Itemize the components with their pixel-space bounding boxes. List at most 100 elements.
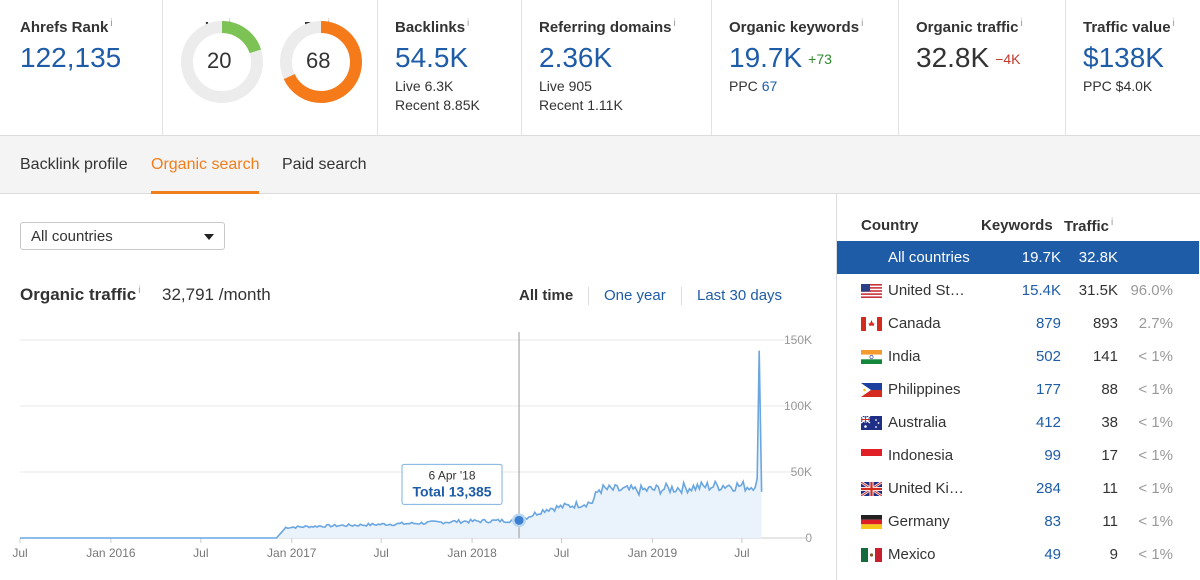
organic-traffic-title: Organic traffic (20, 285, 137, 304)
country-name: Canada (888, 315, 941, 332)
organic-keywords-delta: +73 (808, 51, 832, 67)
traffic-share: < 1% (1138, 447, 1173, 464)
keywords-count[interactable]: 879 (1035, 315, 1061, 332)
country-name: Indonesia (888, 447, 954, 464)
traffic-value-value[interactable]: $138K (1083, 42, 1164, 73)
x-tick-label: Jul (374, 546, 389, 560)
header-keywords[interactable]: Keywords (981, 217, 1053, 234)
dr-value[interactable]: 68 (306, 48, 331, 73)
ahrefs-rank-value[interactable]: 122,135 (20, 42, 122, 73)
organic-traffic-metric: Organic traffic i 32.8K −4K (899, 0, 1066, 135)
table-row[interactable]: All countries 19.7K 32.8K (837, 241, 1199, 274)
info-icon[interactable]: i (1172, 18, 1175, 29)
organic-keywords-value[interactable]: 19.7K (729, 42, 803, 73)
traffic-count: 31.5K (1078, 282, 1118, 299)
flag-australia-icon (860, 415, 882, 430)
ur-value[interactable]: 20 (207, 48, 232, 73)
info-icon[interactable]: i (1111, 217, 1114, 228)
x-tick-label: Jul (554, 546, 569, 560)
keywords-count[interactable]: 49 (1044, 546, 1061, 563)
traffic-share: < 1% (1138, 414, 1173, 431)
country-table: Country Keywords Traffic i All countries 1… (836, 194, 1200, 580)
traffic-count: 141 (1092, 348, 1118, 365)
info-icon[interactable]: i (110, 18, 113, 29)
country-select[interactable]: All countries (20, 222, 225, 250)
traffic-line (20, 350, 763, 539)
info-icon[interactable]: i (467, 18, 470, 29)
y-tick-label: 100K (784, 399, 812, 413)
country-name: United States (888, 282, 970, 299)
traffic-share: < 1% (1138, 480, 1173, 497)
keywords-count[interactable]: 502 (1035, 348, 1061, 365)
tab-paid-search[interactable]: Paid search (282, 156, 367, 173)
traffic-share: < 1% (1138, 381, 1173, 398)
referring-domains-metric: Referring domains i 2.36K Live 905 Recent… (522, 0, 712, 135)
flag-us-icon (861, 284, 882, 298)
table-row[interactable]: United Kingdom 284 11 < 1% (837, 472, 1199, 505)
table-row[interactable]: India 502 141 < 1% (837, 340, 1199, 373)
header-country[interactable]: Country (861, 217, 919, 234)
flag-mexico-icon (861, 548, 882, 562)
tab-organic-search[interactable]: Organic search (151, 156, 260, 173)
table-row[interactable]: Indonesia 99 17 < 1% (837, 439, 1199, 472)
traffic-share: < 1% (1138, 348, 1173, 365)
table-row[interactable]: Mexico 49 9 < 1% (837, 538, 1199, 571)
range-all-time[interactable]: All time (519, 287, 574, 304)
country-name: Germany (888, 513, 950, 530)
traffic-value-ppc: PPC $4.0K (1083, 78, 1153, 94)
x-tick-label: Jan 2018 (447, 546, 497, 560)
traffic-area (20, 350, 762, 538)
tab-backlink-profile[interactable]: Backlink profile (20, 156, 128, 173)
info-icon[interactable]: i (138, 285, 141, 296)
ppc-label: PPC (729, 78, 758, 94)
info-icon[interactable]: i (673, 18, 676, 29)
info-icon[interactable]: i (1020, 18, 1023, 29)
traffic-count: 17 (1101, 447, 1118, 464)
backlinks-value[interactable]: 54.5K (395, 42, 469, 73)
x-tick-label: Jul (193, 546, 208, 560)
header-traffic[interactable]: Traffic (1064, 218, 1110, 235)
info-icon[interactable]: i (861, 18, 864, 29)
keywords-count[interactable]: 19.7K (1021, 249, 1061, 266)
referring-domains-label: Referring domains (539, 19, 672, 36)
ur-gauge: UR i 20 (179, 18, 269, 108)
keywords-count[interactable]: 15.4K (1021, 282, 1061, 299)
keywords-count[interactable]: 177 (1035, 381, 1061, 398)
ahrefs-rank-metric: Ahrefs Rank i 122,135 (0, 0, 163, 135)
table-row[interactable]: Australia 412 38 < 1% (837, 406, 1199, 439)
country-name: Mexico (888, 546, 936, 563)
traffic-count: 11 (1102, 480, 1118, 497)
traffic-count: 32.8K (1078, 249, 1118, 266)
keywords-count[interactable]: 284 (1035, 480, 1061, 497)
ur-dr-metric: UR i 20 DR i 68 (163, 0, 378, 135)
keywords-count[interactable]: 99 (1044, 447, 1061, 464)
flag-germany-icon (861, 515, 882, 529)
keywords-count[interactable]: 412 (1035, 414, 1061, 431)
traffic-share: < 1% (1138, 513, 1173, 530)
ahrefs-rank-label: Ahrefs Rank (20, 19, 109, 36)
flag-uk-icon (860, 480, 883, 498)
flag-india-icon (861, 350, 882, 364)
organic-traffic-monthly: 32,791 /month (162, 285, 271, 304)
range-one-year[interactable]: One year (604, 287, 666, 304)
table-row[interactable]: Philippines 177 88 < 1% (837, 373, 1199, 406)
x-tick-label: Jan 2016 (86, 546, 136, 560)
referring-domains-value[interactable]: 2.36K (539, 42, 613, 73)
traffic-share: 2.7% (1138, 315, 1173, 332)
ppc-keywords-link[interactable]: 67 (761, 78, 778, 94)
backlinks-live: Live 6.3K (395, 78, 454, 94)
range-divider (681, 287, 682, 305)
table-row[interactable]: Canada 879 893 2.7% (837, 307, 1199, 340)
organic-traffic-chart[interactable]: 150K 100K 50K 0 Jul Jan 2016 Jul Jan 2017 Jul Jan… (0, 320, 820, 580)
x-tick-label: Jan 2017 (267, 546, 317, 560)
keywords-count[interactable]: 83 (1044, 513, 1061, 530)
referring-domains-recent: Recent 1.11K (539, 97, 623, 113)
organic-traffic-delta: −4K (995, 51, 1021, 67)
table-row[interactable]: Germany 83 11 < 1% (837, 505, 1199, 538)
traffic-share: 96.0% (1130, 282, 1173, 299)
flag-indonesia-icon (861, 449, 882, 463)
backlinks-metric: Backlinks i 54.5K Live 6.3K Recent 8.85K (378, 0, 522, 135)
organic-traffic-label: Organic traffic (916, 19, 1019, 36)
range-last-30-days[interactable]: Last 30 days (697, 287, 783, 304)
table-row[interactable]: United States 15.4K 31.5K 96.0% (837, 274, 1199, 307)
